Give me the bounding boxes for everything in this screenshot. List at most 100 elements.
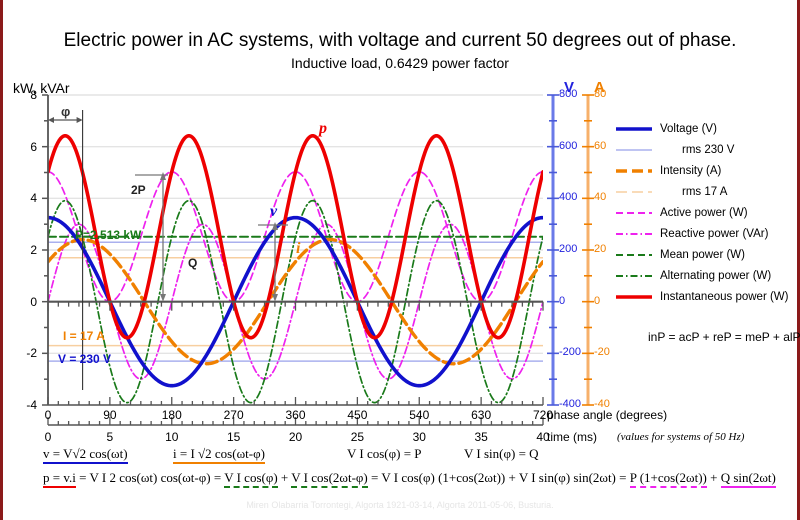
legend-item: rms 230 V (615, 139, 800, 160)
x-axis-ticks-bottom (47, 397, 544, 405)
legend-label: rms 230 V (682, 143, 735, 156)
path-voltage (48, 215, 543, 388)
y-tick-power-m2: -2 (26, 346, 37, 360)
x-tick-time-10: 10 (165, 430, 179, 444)
y-tick-amp-0: 0 (594, 295, 601, 307)
legend-swatch-0 (616, 126, 652, 131)
equation-p-plus1: + (277, 470, 292, 485)
legend-swatch-5 (616, 232, 652, 235)
left-axis-unit-label: kW, kVAr (13, 80, 70, 96)
x-axis-note: (values for systems of 50 Hz) (617, 431, 745, 443)
x-tick-deg-630: 630 (471, 408, 492, 422)
legend-swatch-8 (616, 294, 652, 299)
y-tick-volt-m400: -400 (559, 398, 582, 410)
chart-title: Electric power in AC systems, with volta… (63, 30, 737, 51)
y-tick-power-2: 2 (30, 243, 37, 257)
y-tick-power-m4: -4 (26, 398, 37, 412)
equation-p-active: P (1+cos(2ωt)) (629, 470, 707, 488)
equation-p-mean: V I cos(φ) (224, 470, 278, 488)
y-tick-power-8: 8 (30, 88, 37, 102)
x-tick-time-40: 40 (536, 430, 550, 444)
equation-voltage-text: v = V√2 cos(ωt) (43, 446, 128, 464)
y-tick-volt-800: 800 (559, 88, 578, 100)
y-axis-voltage-ticks (547, 94, 559, 406)
x-tick-deg-0: 0 (44, 408, 52, 422)
y-tick-amp-60: 60 (594, 140, 607, 152)
legend-label: rms 17 A (682, 185, 728, 198)
phi-arrow (48, 117, 83, 123)
x-tick-time-35: 35 (474, 430, 488, 444)
legend-formula: inP = acP + reP = meP + alP (648, 330, 800, 344)
equation-active-power: V I cos(φ) = P (347, 446, 422, 461)
equation-current: i = I √2 cos(ωt-φ) (173, 446, 265, 464)
q-arrow (258, 222, 288, 302)
plot-svg (42, 94, 594, 426)
x-tick-deg-720: 720 (532, 408, 554, 422)
legend-item: Mean power (W) (615, 244, 800, 265)
y-tick-amp-m20: -20 (594, 346, 610, 358)
y-axis-power-ticks (42, 94, 48, 406)
p-value-label: P=2.513 kW (75, 228, 142, 242)
curve-label-i: i (296, 240, 301, 257)
legend-item: Alternating power (W) (615, 265, 800, 286)
curve-label-v: v (270, 203, 278, 220)
path-instantaneous-power (48, 134, 543, 340)
two-p-label: 2P (131, 183, 146, 197)
x-tick-deg-90: 90 (103, 408, 117, 422)
x-tick-deg-270: 270 (223, 408, 244, 422)
x-tick-time-25: 25 (350, 430, 365, 444)
legend-swatch-1 (616, 148, 652, 151)
y-tick-volt-200: 200 (559, 243, 578, 255)
legend-item: Instantaneous power (W) (615, 286, 800, 307)
path-current (48, 237, 543, 366)
x-tick-deg-360: 360 (285, 408, 306, 422)
legend-label: Instantaneous power (W) (660, 290, 789, 303)
equation-p-alt: V I cos(2ωt-φ) (291, 470, 368, 488)
y-tick-amp-80: 80 (594, 88, 607, 100)
equation-current-text: i = I √2 cos(ωt-φ) (173, 446, 265, 464)
legend-label: Intensity (A) (660, 164, 722, 177)
chart-subtitle: Inductive load, 0.6429 power factor (291, 55, 509, 71)
y-tick-volt-0: 0 (559, 295, 566, 307)
x-tick-time-15: 15 (226, 430, 241, 444)
legend-label: Alternating power (W) (660, 269, 772, 282)
legend-item: Active power (W) (615, 202, 800, 223)
x-tick-deg-450: 450 (347, 408, 368, 422)
x-tick-time-0: 0 (44, 430, 52, 444)
current-axis-unit-label: A (594, 79, 605, 96)
q-label: Q (188, 256, 198, 270)
voltage-axis-unit-label: V (564, 79, 575, 96)
legend-label: Mean power (W) (660, 248, 745, 261)
legend-item: Reactive power (VAr) (615, 223, 800, 244)
x-axis-time-title: time (ms) (547, 430, 597, 444)
equation-p-mid: = V I cos(φ) (1+cos(2ωt)) + V I sin(φ) s… (367, 470, 630, 485)
y-tick-power-6: 6 (30, 140, 37, 154)
y-tick-amp-20: 20 (594, 243, 607, 255)
x-axis-degree-title: phase angle (degrees) (547, 408, 668, 422)
y-tick-power-0: 0 (30, 295, 37, 309)
legend-label: Reactive power (VAr) (660, 227, 769, 240)
legend-swatch-4 (616, 211, 652, 214)
legend-item: Intensity (A) (615, 160, 800, 181)
x-tick-deg-180: 180 (161, 408, 182, 422)
legend-swatch-3 (616, 190, 652, 193)
x-tick-deg-540: 540 (409, 408, 430, 422)
legend-item: Voltage (V) (615, 118, 800, 139)
plot-area (3, 0, 797, 500)
footer-credit: Miren Olabarria Torrontegi, Algorta 1921… (246, 500, 554, 510)
v-rms-label: V = 230 V (58, 352, 112, 366)
y-tick-volt-600: 600 (559, 140, 578, 152)
y-tick-volt-m200: -200 (559, 346, 582, 358)
equation-voltage: v = V√2 cos(ωt) (43, 446, 128, 464)
y-tick-power-4: 4 (30, 191, 37, 205)
x-axis-ticks-zero (47, 301, 544, 311)
legend-swatch-6 (616, 253, 652, 256)
curve-label-p: p (319, 120, 327, 137)
phi-label: φ (61, 104, 71, 119)
equation-p-head: p = v.i (43, 470, 76, 488)
legend-swatch-2 (616, 168, 652, 173)
equation-reactive-power: V I sin(φ) = Q (464, 446, 539, 461)
x-tick-time-20: 20 (288, 430, 303, 444)
y-tick-amp-m40: -40 (594, 398, 610, 410)
equation-p-body: = V I 2 cos(ωt) cos(ωt-φ) = (75, 470, 225, 485)
